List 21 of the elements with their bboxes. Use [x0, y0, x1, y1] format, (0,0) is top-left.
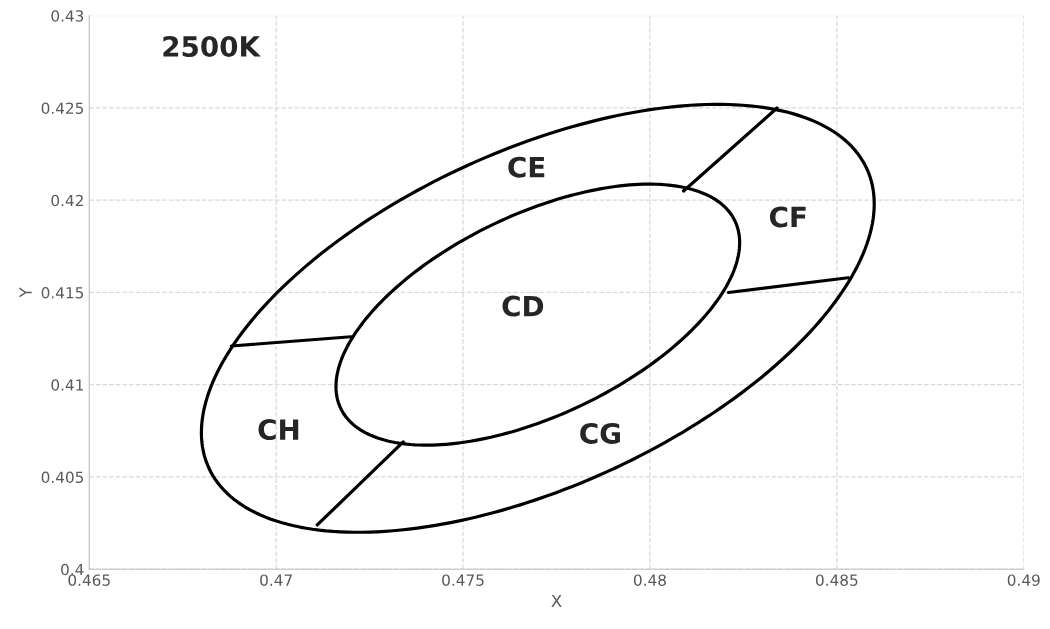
annotation: CD	[502, 295, 544, 317]
x-tick-label: 0.475	[442, 574, 484, 586]
y-tick-label: 0.415	[41, 286, 84, 299]
x-tick-label: 0.47	[260, 574, 292, 586]
x-axis-title: X	[551, 594, 562, 608]
y-axis-title: Y	[19, 287, 32, 298]
annotation: CH	[258, 419, 299, 441]
y-tick-label: 0.425	[41, 102, 84, 114]
y-tick-label: 0.41	[51, 379, 83, 391]
x-tick-label: 0.48	[633, 574, 666, 586]
annotation: CG	[580, 422, 620, 444]
y-tick-label: 0.405	[41, 471, 84, 484]
y-tick-label: 0.4	[61, 563, 84, 576]
x-tick-label: 0.465	[68, 574, 110, 586]
y-tick-label: 0.42	[51, 194, 83, 207]
x-tick-label: 0.49	[1007, 574, 1040, 586]
y-tick-label: 0.43	[51, 10, 84, 22]
x-tick-label: 0.485	[815, 574, 858, 586]
annotation: CF	[769, 206, 806, 228]
annotation: CE	[508, 156, 545, 178]
text: 2500K	[163, 35, 261, 57]
